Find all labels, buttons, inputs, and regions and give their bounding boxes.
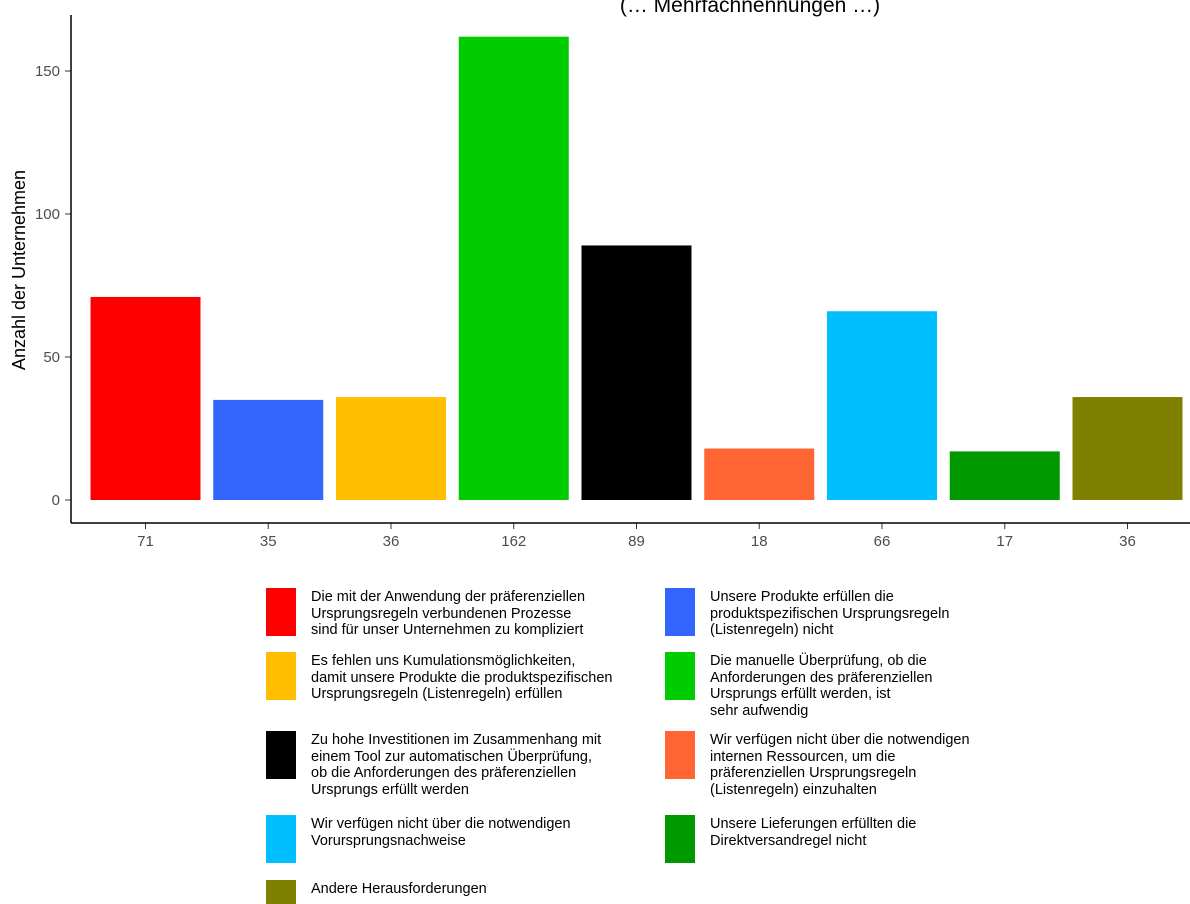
- legend-item: Unsere Produkte erfüllen die produktspez…: [665, 588, 949, 639]
- legend-item: Die mit der Anwendung der präferenzielle…: [266, 588, 585, 639]
- legend-item: Andere Herausforderungen: [266, 880, 487, 904]
- legend-label: Die mit der Anwendung der präferenzielle…: [311, 589, 586, 638]
- legend-label: Unsere Produkte erfüllen die produktspez…: [710, 589, 950, 638]
- bar-3: [336, 397, 446, 500]
- y-tick-label: 150: [35, 63, 60, 80]
- legend-label: Wir verfügen nicht über die notwendigen …: [710, 732, 970, 798]
- legend-swatch: [266, 652, 296, 700]
- legend-swatch: [266, 588, 296, 636]
- bar-1: [90, 296, 201, 500]
- legend-swatch: [266, 880, 296, 904]
- legend-label: Es fehlen uns Kumulationsmöglichkeiten, …: [311, 653, 613, 702]
- x-tick-label: 66: [874, 533, 891, 550]
- x-tick-label: 17: [996, 533, 1013, 550]
- bar-5: [581, 245, 692, 500]
- legend-item: Wir verfügen nicht über die notwendigen …: [665, 731, 970, 798]
- legend-swatch: [665, 815, 695, 863]
- y-tick-label: 0: [52, 492, 60, 509]
- legend-swatch: [266, 731, 296, 779]
- legend-label: Wir verfügen nicht über die notwendigen …: [311, 816, 571, 849]
- x-tick-label: 18: [751, 533, 768, 550]
- bar-8: [949, 451, 1060, 500]
- x-tick-label: 89: [628, 533, 645, 550]
- bar-6: [704, 448, 815, 500]
- chart-title: (… Mehrfachnennungen …): [620, 0, 880, 17]
- x-tick-label: 36: [1119, 533, 1136, 550]
- legend-item: Wir verfügen nicht über die notwendigen …: [266, 815, 571, 863]
- legend-swatch: [665, 652, 695, 700]
- bar-2: [213, 399, 324, 500]
- x-tick-label: 162: [501, 533, 526, 550]
- y-tick-label: 50: [43, 349, 60, 366]
- legend-item: Unsere Lieferungen erfüllten die Direktv…: [665, 815, 916, 863]
- y-tick-label: 100: [35, 206, 60, 223]
- bar-4: [458, 36, 569, 501]
- legend-item: Es fehlen uns Kumulationsmöglichkeiten, …: [266, 652, 612, 703]
- legend-swatch: [665, 731, 695, 779]
- x-tick-label: 36: [383, 533, 400, 550]
- x-tick-label: 35: [260, 533, 277, 550]
- bar-7: [827, 311, 937, 500]
- legend-label: Die manuelle Überprüfung, ob die Anforde…: [710, 653, 933, 719]
- legend-label: Andere Herausforderungen: [311, 881, 487, 897]
- legend-item: Die manuelle Überprüfung, ob die Anforde…: [665, 652, 932, 719]
- bar-chart: (… Mehrfachnennungen …) Anzahl der Unter…: [9, 0, 1190, 550]
- legend-label: Unsere Lieferungen erfüllten die Direktv…: [710, 816, 917, 849]
- y-axis-title: Anzahl der Unternehmen: [9, 170, 29, 370]
- legend-swatch: [665, 588, 695, 636]
- legend-label: Zu hohe Investitionen im Zusammenhang mi…: [311, 732, 602, 798]
- legend-item: Zu hohe Investitionen im Zusammenhang mi…: [266, 731, 601, 798]
- x-tick-label: 71: [137, 533, 154, 550]
- bar-9: [1072, 397, 1183, 500]
- legend-swatch: [266, 815, 296, 863]
